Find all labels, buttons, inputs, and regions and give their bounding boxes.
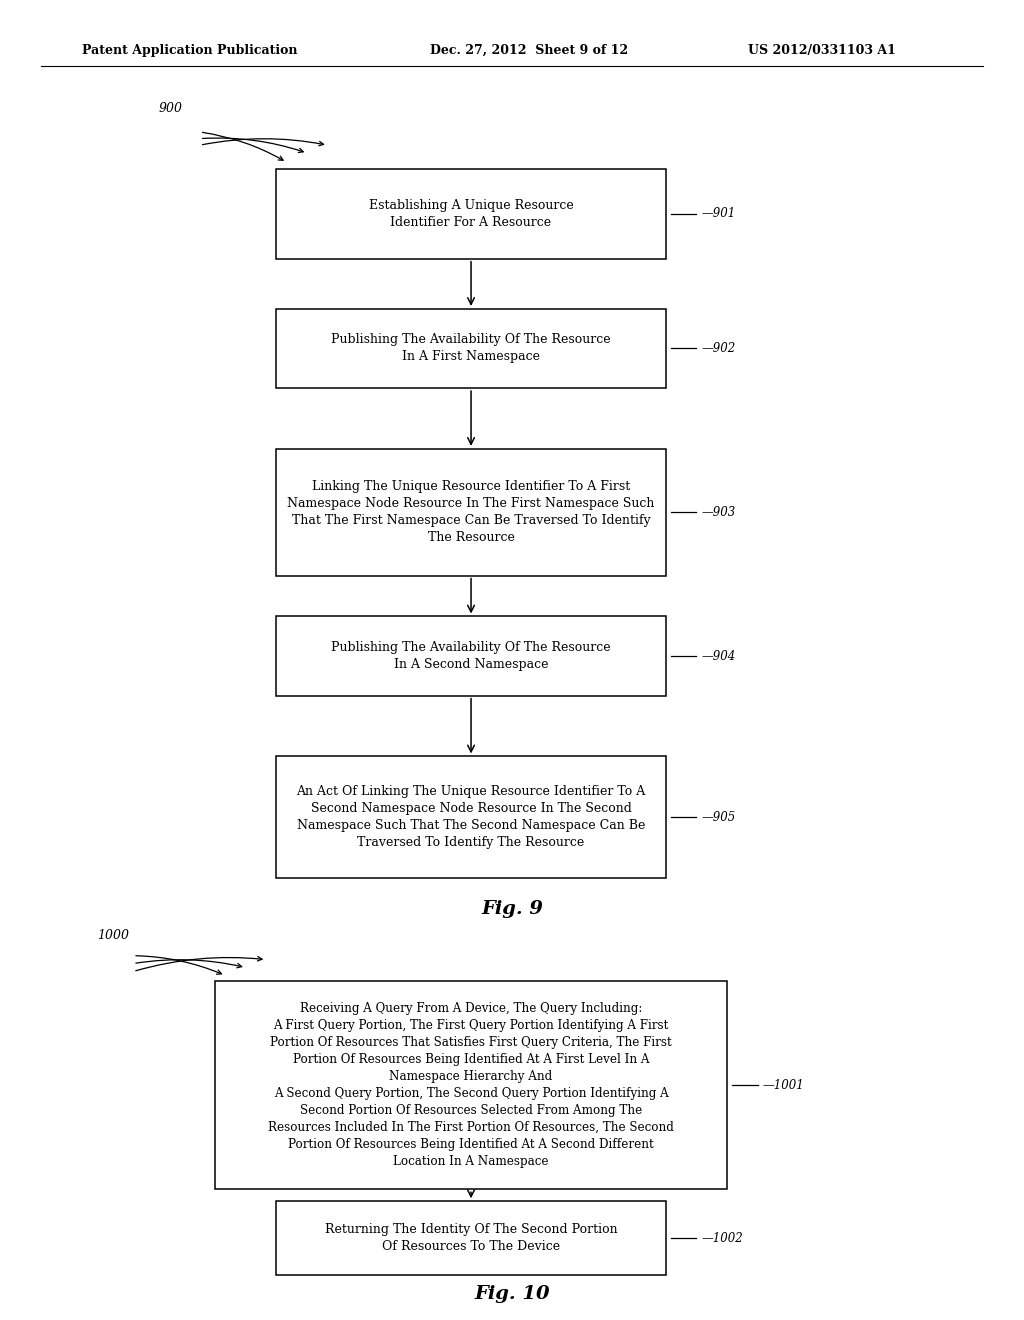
Text: Patent Application Publication: Patent Application Publication — [82, 44, 297, 57]
Text: 900: 900 — [159, 102, 182, 115]
Text: —902: —902 — [701, 342, 735, 355]
Text: An Act Of Linking The Unique Resource Identifier To A
Second Namespace Node Reso: An Act Of Linking The Unique Resource Id… — [296, 785, 646, 849]
Text: Receiving A Query From A Device, The Query Including:
A First Query Portion, The: Receiving A Query From A Device, The Que… — [268, 1002, 674, 1168]
Text: Publishing The Availability Of The Resource
In A First Namespace: Publishing The Availability Of The Resou… — [331, 334, 611, 363]
Text: Dec. 27, 2012  Sheet 9 of 12: Dec. 27, 2012 Sheet 9 of 12 — [430, 44, 628, 57]
FancyBboxPatch shape — [276, 449, 666, 576]
FancyBboxPatch shape — [276, 309, 666, 388]
Text: —1002: —1002 — [701, 1232, 743, 1245]
Text: Fig. 9: Fig. 9 — [481, 900, 543, 919]
Text: US 2012/0331103 A1: US 2012/0331103 A1 — [748, 44, 895, 57]
Text: Publishing The Availability Of The Resource
In A Second Namespace: Publishing The Availability Of The Resou… — [331, 642, 611, 671]
Text: Establishing A Unique Resource
Identifier For A Resource: Establishing A Unique Resource Identifie… — [369, 199, 573, 228]
Text: —904: —904 — [701, 649, 735, 663]
Text: —903: —903 — [701, 506, 735, 519]
FancyBboxPatch shape — [276, 616, 666, 696]
FancyBboxPatch shape — [276, 169, 666, 259]
FancyBboxPatch shape — [215, 981, 727, 1189]
Text: —1001: —1001 — [763, 1078, 805, 1092]
Text: Returning The Identity Of The Second Portion
Of Resources To The Device: Returning The Identity Of The Second Por… — [325, 1224, 617, 1253]
FancyBboxPatch shape — [276, 1201, 666, 1275]
Text: Linking The Unique Resource Identifier To A First
Namespace Node Resource In The: Linking The Unique Resource Identifier T… — [288, 480, 654, 544]
FancyBboxPatch shape — [276, 756, 666, 878]
Text: —901: —901 — [701, 207, 735, 220]
Text: —905: —905 — [701, 810, 735, 824]
Text: 1000: 1000 — [97, 929, 129, 942]
Text: Fig. 10: Fig. 10 — [474, 1284, 550, 1303]
